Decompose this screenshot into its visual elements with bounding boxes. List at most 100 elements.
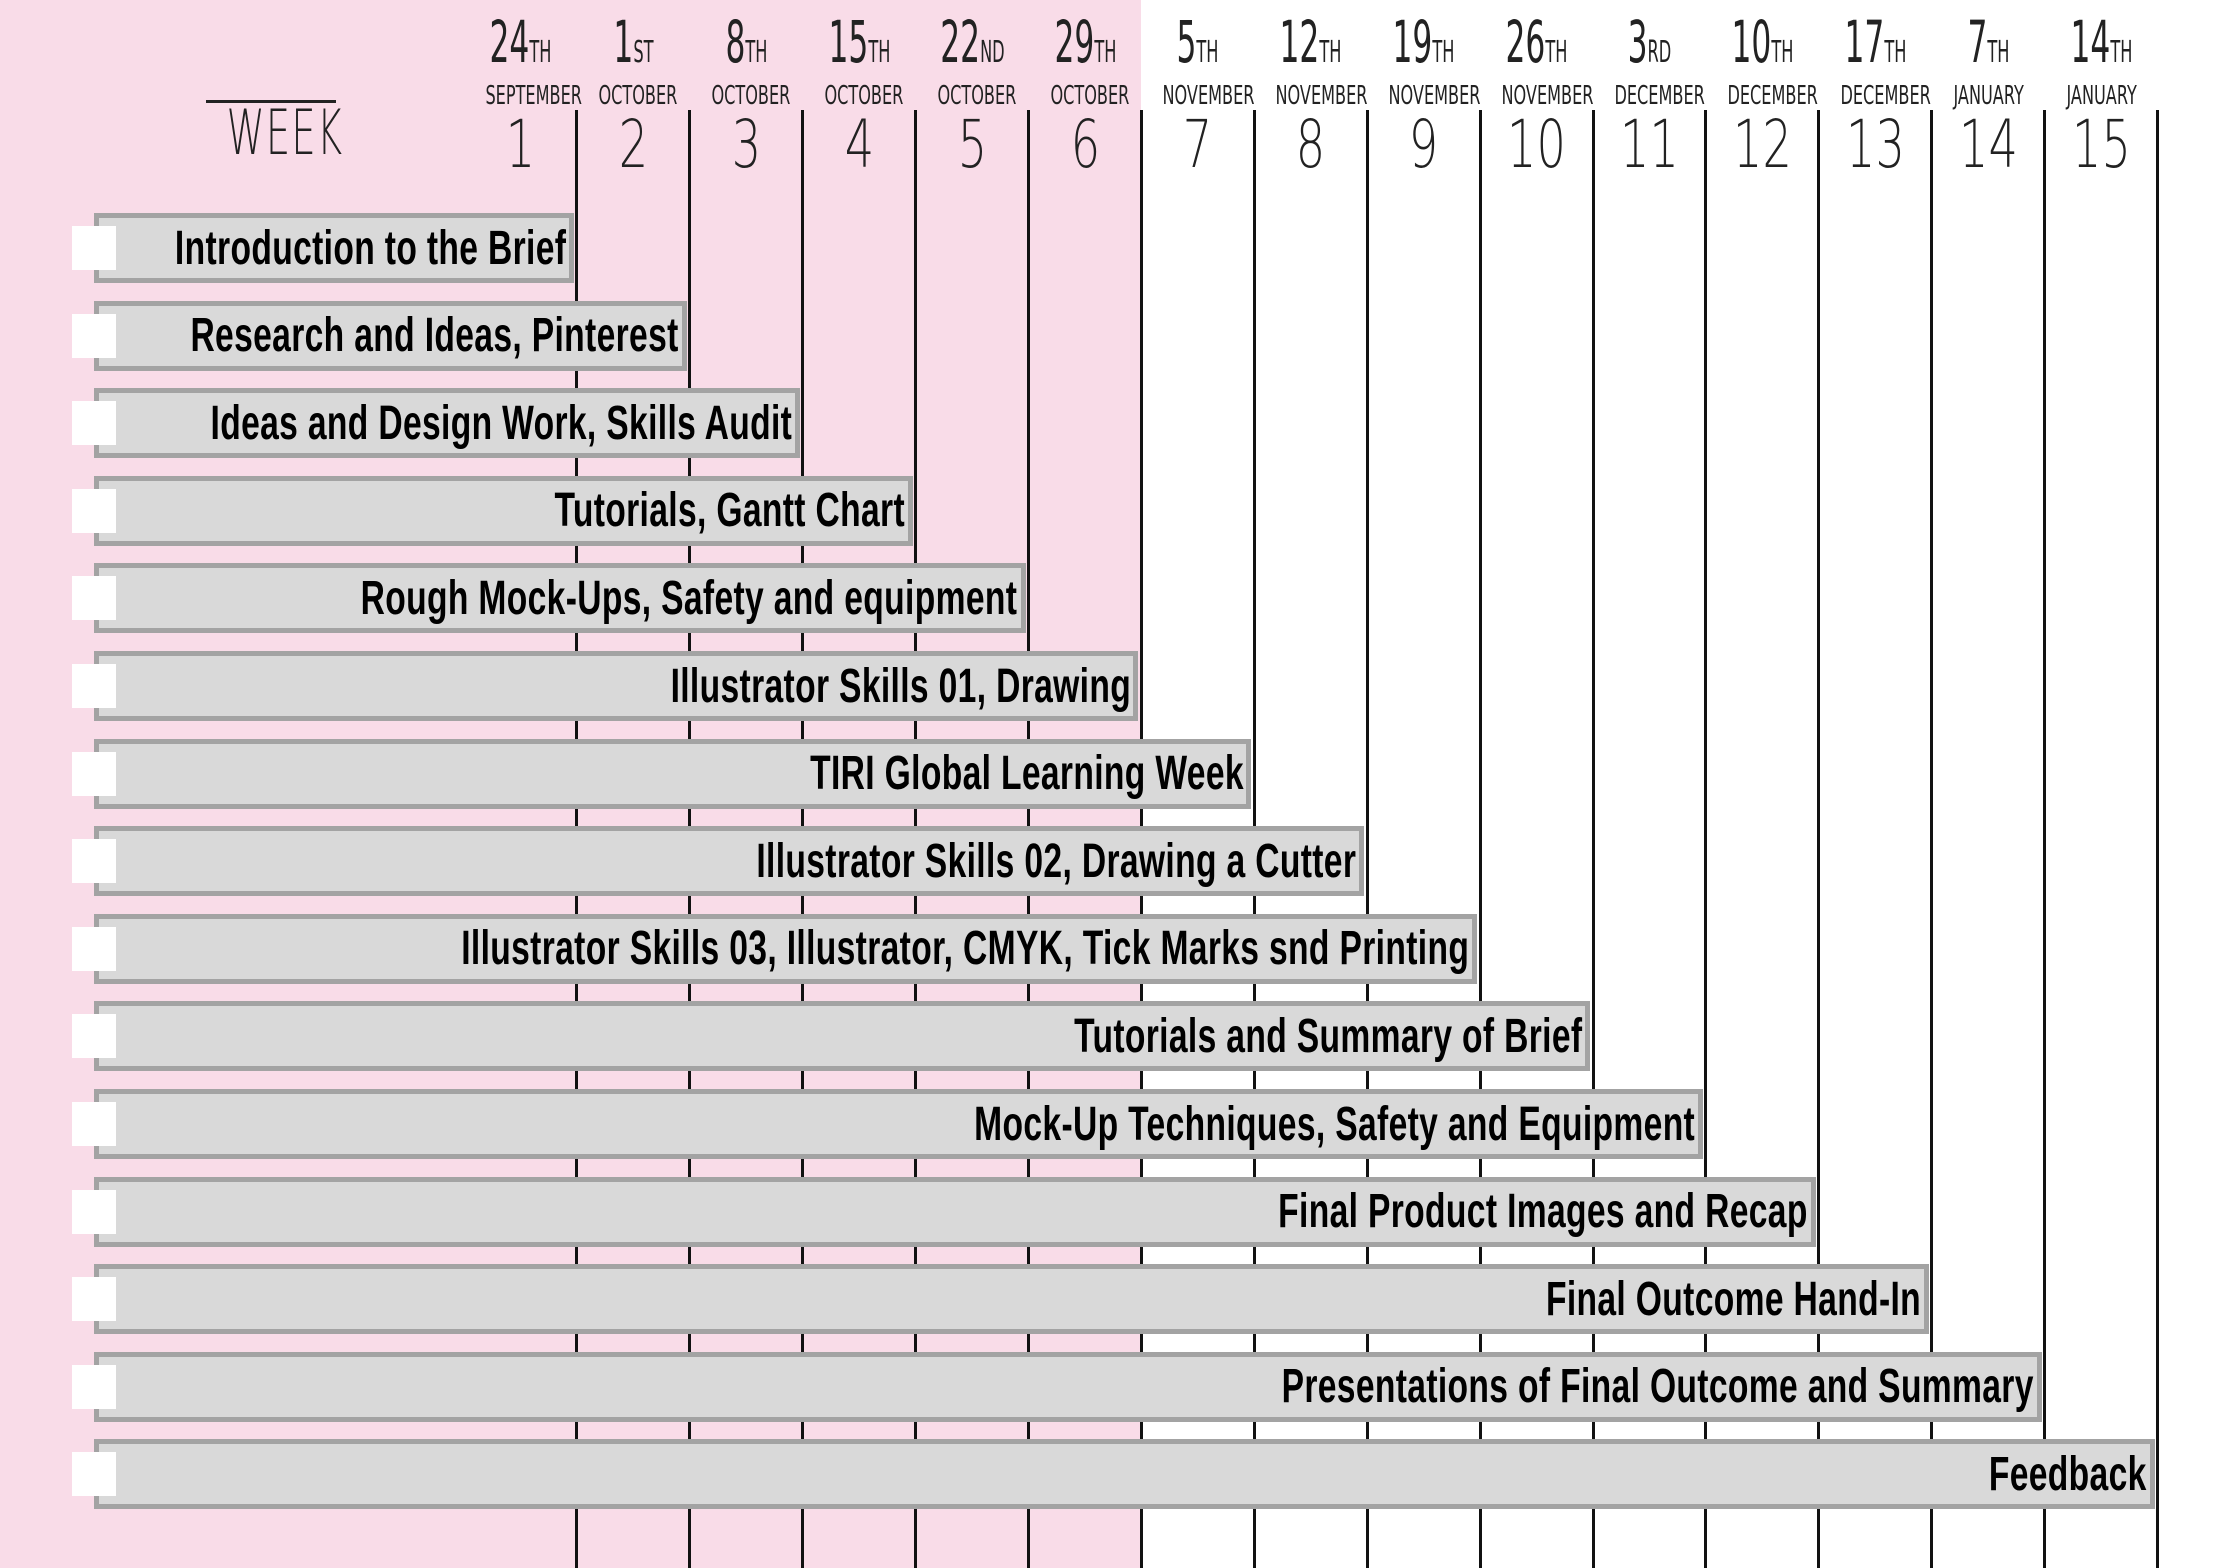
- task-label: Tutorials and Summary of Brief: [1073, 1009, 1583, 1063]
- week-gridline: [1478, 110, 1482, 1568]
- week-number: 14: [1958, 106, 2018, 183]
- date-month: NOVEMBER: [1162, 81, 1255, 111]
- date-day-number: 14: [2070, 8, 2110, 76]
- week-number: 9: [1408, 106, 1439, 183]
- task-checkbox[interactable]: [72, 1277, 116, 1322]
- week-gridline: [2156, 110, 2159, 1568]
- task-checkbox[interactable]: [72, 576, 116, 621]
- date-day-number: 26: [1505, 8, 1546, 76]
- task-label: Illustrator Skills 03, Illustrator, CMYK…: [461, 922, 1470, 976]
- date-day-number: 7: [1967, 8, 1988, 76]
- week-number: 2: [618, 106, 649, 183]
- week-title-overline: [206, 100, 336, 103]
- task-bar: Illustrator Skills 01, Drawing: [94, 651, 1139, 721]
- date-day-number: 15: [828, 8, 869, 76]
- week-number: 3: [731, 106, 761, 183]
- date-month: DECEMBER: [1727, 81, 1818, 111]
- date-month: DECEMBER: [1614, 81, 1705, 111]
- date-day-number: 22: [939, 8, 980, 76]
- task-label: Introduction to the Brief: [174, 221, 567, 275]
- task-checkbox[interactable]: [72, 1189, 116, 1234]
- task-bar: Rough Mock-Ups, Safety and equipment: [94, 563, 1026, 634]
- date-day-number: 10: [1731, 8, 1772, 76]
- date-day-suffix: ND: [979, 35, 1005, 70]
- week-number: 12: [1732, 106, 1792, 183]
- week-number: 8: [1296, 106, 1326, 183]
- task-checkbox[interactable]: [72, 226, 116, 270]
- date-day-number: 17: [1844, 8, 1885, 76]
- date-day-number: 29: [1053, 8, 1094, 76]
- week-date-header: 3RD DECEMBER: [1593, 10, 1706, 109]
- task-checkbox[interactable]: [72, 1364, 116, 1409]
- date-day-suffix: TH: [1093, 35, 1116, 70]
- task-label: TIRI Global Learning Week: [809, 747, 1244, 801]
- task-checkbox[interactable]: [72, 664, 116, 708]
- date-day: 14TH: [2067, 10, 2135, 85]
- date-day: 17TH: [1841, 10, 1909, 85]
- week-date-header: 7TH JANUARY: [1932, 10, 2045, 109]
- task-checkbox[interactable]: [72, 401, 116, 446]
- date-month: NOVEMBER: [1275, 81, 1368, 111]
- task-bar: TIRI Global Learning Week: [94, 738, 1252, 809]
- date-day-suffix: TH: [1432, 35, 1455, 70]
- week-number: 1: [505, 106, 536, 183]
- task-checkbox[interactable]: [72, 488, 116, 533]
- task-bar: Presentations of Final Outcome and Summa…: [94, 1351, 2042, 1422]
- date-day: 8TH: [712, 10, 780, 85]
- task-bar: Introduction to the Brief: [94, 213, 574, 283]
- date-day: 26TH: [1503, 10, 1571, 85]
- task-checkbox[interactable]: [72, 1014, 116, 1059]
- date-month: OCTOBER: [824, 81, 904, 111]
- week-gridline: [1930, 110, 1934, 1568]
- date-month: OCTOBER: [1049, 81, 1129, 111]
- task-label: Final Product Images and Recap: [1278, 1185, 1808, 1239]
- date-month: JANUARY: [1953, 81, 2024, 111]
- week-gridline: [2043, 110, 2047, 1568]
- date-day-suffix: TH: [1771, 35, 1794, 70]
- week-number: 6: [1070, 106, 1100, 183]
- task-label: Illustrator Skills 02, Drawing a Cutter: [756, 834, 1357, 888]
- week-date-header: 12TH NOVEMBER: [1254, 10, 1368, 111]
- task-label: Final Outcome Hand-In: [1545, 1272, 1921, 1326]
- task-checkbox[interactable]: [72, 1102, 116, 1146]
- date-day-suffix: TH: [2109, 35, 2132, 70]
- week-date-header: 17TH DECEMBER: [1819, 10, 1932, 109]
- week-date-header: 5TH NOVEMBER: [1141, 10, 1255, 111]
- date-day-suffix: TH: [868, 35, 891, 70]
- task-bar: Feedback: [94, 1439, 2155, 1510]
- task-checkbox[interactable]: [72, 313, 116, 358]
- task-bar: Tutorials and Summary of Brief: [94, 1001, 1590, 1072]
- week-gridline: [1817, 110, 1821, 1568]
- date-month: NOVEMBER: [1501, 81, 1594, 111]
- task-bar: Ideas and Design Work, Skills Audit: [94, 388, 800, 459]
- date-day: 22ND: [938, 10, 1006, 85]
- date-day-number: 1: [613, 8, 634, 76]
- task-checkbox[interactable]: [72, 751, 116, 796]
- date-day-number: 24: [489, 8, 530, 76]
- task-checkbox[interactable]: [72, 926, 116, 971]
- date-day: 7TH: [1954, 10, 2022, 85]
- task-label: Mock-Up Techniques, Safety and Equipment: [974, 1097, 1696, 1151]
- week-number: 11: [1620, 106, 1679, 183]
- date-day: 5TH: [1164, 10, 1232, 85]
- week-date-header: 15TH OCTOBER: [803, 10, 916, 109]
- task-checkbox[interactable]: [72, 839, 116, 884]
- task-bar: Research and Ideas, Pinterest: [94, 300, 687, 371]
- date-day-suffix: TH: [1884, 35, 1907, 70]
- week-number: 15: [2071, 106, 2131, 183]
- task-checkbox[interactable]: [72, 1452, 116, 1497]
- date-month: DECEMBER: [1840, 81, 1931, 111]
- date-day-suffix: TH: [1319, 35, 1342, 70]
- task-label: Tutorials, Gantt Chart: [554, 484, 905, 538]
- task-bar: Illustrator Skills 03, Illustrator, CMYK…: [94, 913, 1478, 984]
- date-day-suffix: ST: [633, 35, 654, 70]
- date-day: 12TH: [1277, 10, 1345, 85]
- week-gridline: [1704, 110, 1708, 1568]
- week-date-header: 29TH OCTOBER: [1029, 10, 1142, 109]
- date-month: OCTOBER: [937, 81, 1016, 111]
- week-column-title: WEEK: [226, 96, 344, 169]
- date-month: OCTOBER: [598, 81, 678, 111]
- date-day: 3RD: [1616, 10, 1684, 85]
- week-number: 5: [957, 106, 987, 183]
